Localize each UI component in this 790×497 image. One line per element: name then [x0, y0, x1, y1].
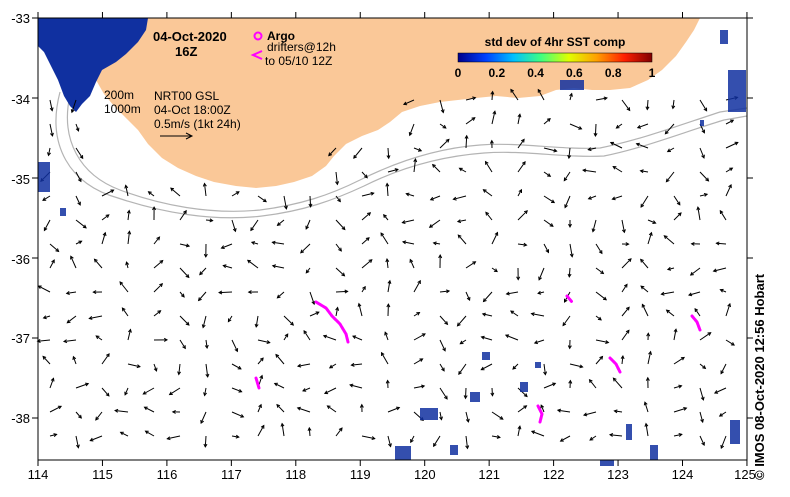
colorbar-gradient — [458, 53, 652, 62]
lat-tick-33: -33 — [11, 11, 30, 26]
sst-speckle — [520, 382, 528, 392]
lat-tick-35: -35 — [11, 172, 30, 187]
lon-tick-124: 124 — [672, 467, 694, 482]
sst-speckle — [600, 460, 614, 466]
lat-tick-34: -34 — [11, 92, 30, 107]
colorbar-tick-0: 0 — [455, 66, 462, 80]
sst-speckle — [470, 392, 480, 402]
lon-tick-120: 120 — [414, 467, 436, 482]
lon-tick-114: 114 — [28, 467, 49, 482]
colorbar-title: std dev of 4hr SST comp — [485, 35, 626, 49]
sst-speckle — [730, 420, 740, 444]
colorbar-tick-08: 0.8 — [605, 66, 622, 80]
sst-speckle — [700, 120, 704, 126]
sst-speckle — [650, 445, 658, 460]
sst-speckle — [482, 352, 490, 360]
lat-tick-38: -38 — [11, 411, 30, 426]
sst-speckle — [60, 208, 66, 216]
imos-credit: © IMOS 08-Oct-2020 12:56 Hobart — [752, 274, 767, 480]
lon-tick-115: 115 — [92, 467, 113, 482]
colorbar-tick-02: 0.2 — [488, 66, 505, 80]
sst-speckle — [728, 70, 746, 112]
lon-tick-123: 123 — [607, 467, 629, 482]
map-date: 04-Oct-2020 — [153, 29, 227, 44]
sst-speckle — [395, 446, 411, 460]
isobath-label-1000m: 1000m — [104, 102, 141, 116]
lon-tick-labels: 114 115 116 117 118 119 120 121 122 123 … — [28, 467, 756, 482]
drifters-sub-label: to 05/10 12Z — [265, 54, 332, 68]
lon-tick-116: 116 — [157, 467, 178, 482]
colorbar-tick-04: 0.4 — [527, 66, 544, 80]
product-line-1: NRT00 GSL — [154, 89, 219, 103]
isobath-label-200m: 200m — [104, 88, 134, 102]
lon-tick-118: 118 — [285, 467, 306, 482]
colorbar-tick-06: 0.6 — [566, 66, 583, 80]
colorbar-tick-1: 1 — [649, 66, 656, 80]
lon-tick-122: 122 — [543, 467, 565, 482]
sst-speckle — [626, 424, 632, 440]
lon-tick-117: 117 — [221, 467, 242, 482]
map-hour: 16Z — [175, 44, 197, 59]
lat-tick-37: -37 — [11, 331, 30, 346]
sst-speckle — [450, 445, 458, 455]
sst-speckle — [560, 80, 584, 90]
lon-tick-121: 121 — [478, 467, 500, 482]
product-line-3: 0.5m/s (1kt 24h) — [154, 117, 241, 131]
product-line-2: 04-Oct 18:00Z — [154, 103, 231, 117]
sst-speckle — [720, 30, 728, 44]
lat-tick-labels: -33 -34 -35 -36 -37 -38 — [11, 11, 30, 426]
sst-speckle — [420, 408, 438, 420]
sst-speckle — [38, 162, 50, 192]
sst-speckle — [535, 362, 541, 368]
lon-tick-119: 119 — [350, 467, 371, 482]
drifters-label: drifters@12h — [267, 40, 336, 54]
lat-tick-36: -36 — [11, 252, 30, 267]
